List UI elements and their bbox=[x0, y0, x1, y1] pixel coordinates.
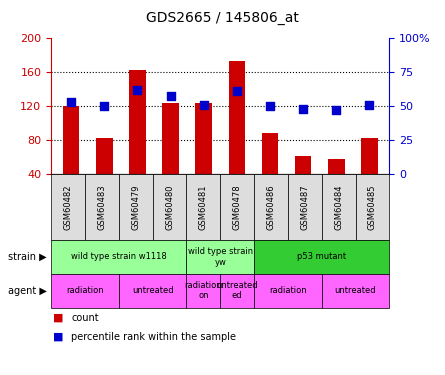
Text: GSM60480: GSM60480 bbox=[165, 184, 174, 230]
Text: GSM60482: GSM60482 bbox=[64, 184, 73, 230]
Text: GSM60483: GSM60483 bbox=[97, 184, 106, 230]
Bar bbox=[129, 70, 146, 174]
Text: untreated
ed: untreated ed bbox=[216, 281, 258, 300]
Text: radiation: radiation bbox=[269, 286, 307, 295]
Bar bbox=[328, 159, 344, 174]
Point bbox=[366, 102, 373, 108]
Bar bbox=[63, 106, 79, 174]
Point bbox=[299, 106, 307, 112]
Text: count: count bbox=[71, 313, 99, 323]
Text: GSM60479: GSM60479 bbox=[131, 184, 140, 230]
Text: GSM60485: GSM60485 bbox=[368, 184, 377, 230]
Text: ■: ■ bbox=[53, 313, 64, 323]
Point bbox=[267, 103, 274, 109]
Text: radiation: radiation bbox=[66, 286, 104, 295]
Bar bbox=[361, 138, 378, 174]
Bar bbox=[162, 102, 179, 174]
Text: strain ▶: strain ▶ bbox=[8, 252, 47, 262]
Bar bbox=[229, 62, 245, 174]
Text: untreated: untreated bbox=[132, 286, 174, 295]
Text: GSM60484: GSM60484 bbox=[334, 184, 343, 230]
Text: percentile rank within the sample: percentile rank within the sample bbox=[71, 332, 236, 342]
Text: GSM60481: GSM60481 bbox=[199, 184, 208, 230]
Point bbox=[134, 87, 141, 93]
Point bbox=[167, 93, 174, 99]
Point bbox=[233, 88, 240, 94]
Text: agent ▶: agent ▶ bbox=[8, 286, 47, 296]
Point bbox=[101, 103, 108, 109]
Text: GSM60478: GSM60478 bbox=[233, 184, 242, 230]
Text: GDS2665 / 145806_at: GDS2665 / 145806_at bbox=[146, 11, 299, 25]
Point bbox=[68, 99, 75, 105]
Point bbox=[200, 102, 207, 108]
Point bbox=[333, 107, 340, 113]
Text: GSM60487: GSM60487 bbox=[300, 184, 309, 230]
Bar bbox=[295, 156, 312, 174]
Text: GSM60486: GSM60486 bbox=[267, 184, 275, 230]
Bar bbox=[195, 102, 212, 174]
Bar bbox=[262, 134, 278, 174]
Text: wild type strain w1118: wild type strain w1118 bbox=[71, 252, 167, 261]
Text: radiation
on: radiation on bbox=[185, 281, 222, 300]
Text: ■: ■ bbox=[53, 332, 64, 342]
Text: wild type strain
yw: wild type strain yw bbox=[188, 247, 253, 267]
Text: p53 mutant: p53 mutant bbox=[297, 252, 346, 261]
Bar bbox=[96, 138, 113, 174]
Text: untreated: untreated bbox=[335, 286, 376, 295]
